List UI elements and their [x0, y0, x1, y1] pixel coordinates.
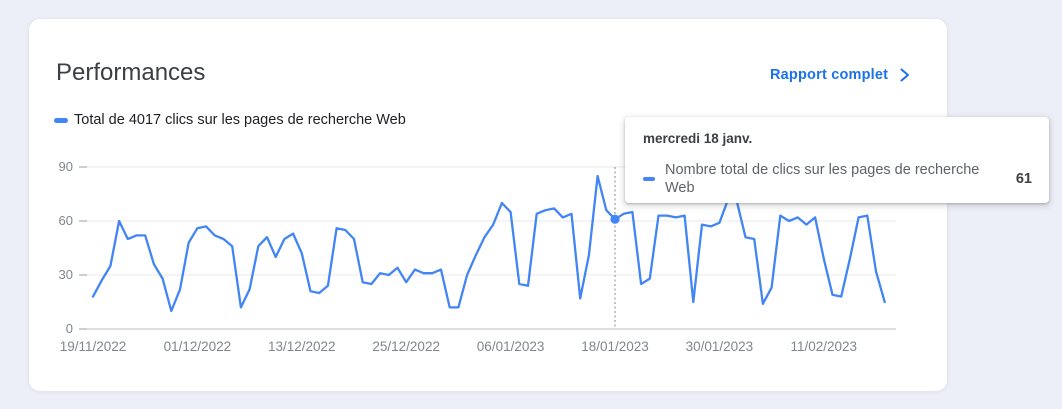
chevron-right-icon — [899, 68, 910, 82]
y-axis-label: 30 — [58, 267, 73, 282]
chart-area: 0 30 60 90 19/11/2022 01/12/2022 13/12/2022 25/… — [29, 19, 949, 393]
hover-tooltip: mercredi 18 janv. Nombre total de clics … — [625, 117, 1049, 203]
legend-series-dash-icon — [54, 118, 68, 123]
tooltip-date-title: mercredi 18 janv. — [643, 131, 753, 146]
tooltip-series-label: Nombre total de clics sur les pages de r… — [665, 162, 980, 196]
y-axis-label: 60 — [58, 213, 73, 228]
full-report-label: Rapport complet — [770, 67, 889, 83]
y-axis-label: 0 — [65, 321, 73, 336]
legend-label: Total de 4017 clics sur les pages de rec… — [74, 112, 406, 128]
y-axis-label: 90 — [58, 159, 73, 174]
clicks-legend: Total de 4017 clics sur les pages de rec… — [54, 112, 406, 129]
card-title: Performances — [56, 59, 206, 86]
full-report-link[interactable]: Rapport complet — [770, 66, 910, 84]
tooltip-series-row: Nombre total de clics sur les pages de r… — [643, 162, 1032, 196]
tooltip-series-value: 61 — [1015, 171, 1032, 187]
performance-card: Performances Rapport complet Total de 40… — [28, 18, 1049, 393]
tooltip-series-dash-icon — [643, 177, 655, 181]
